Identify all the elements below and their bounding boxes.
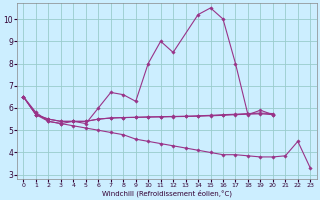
X-axis label: Windchill (Refroidissement éolien,°C): Windchill (Refroidissement éolien,°C) <box>102 189 232 197</box>
